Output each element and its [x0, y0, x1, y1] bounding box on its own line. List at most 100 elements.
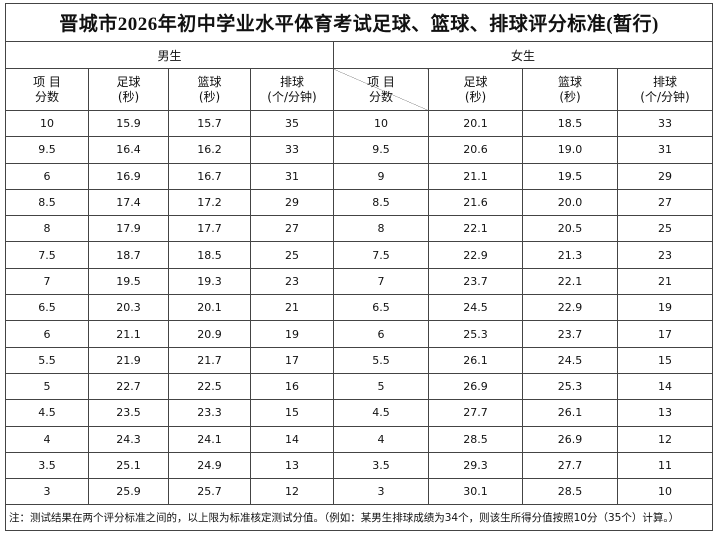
data-row: 7 19.5 19.3 23 7 23.7 22.1 21	[5, 267, 714, 296]
data-cell: 15	[250, 399, 334, 427]
data-cell: 25.3	[522, 372, 618, 401]
data-cell: 16.4	[88, 136, 169, 164]
data-cell: 24.9	[168, 451, 251, 480]
header-line: (个/分钟)	[640, 89, 690, 104]
header-line: (秒)	[198, 89, 221, 104]
column-header: 项 目分数	[5, 68, 89, 111]
data-cell: 31	[250, 162, 334, 190]
data-cell: 11	[616, 451, 714, 480]
header-line: 项 目	[33, 74, 61, 89]
data-cell: 23.3	[168, 399, 251, 427]
data-cell: 4	[5, 425, 89, 453]
data-cell: 21.7	[168, 346, 251, 374]
data-cell: 14	[616, 372, 714, 401]
data-cell: 29	[616, 162, 714, 190]
data-cell: 20.0	[522, 188, 618, 217]
data-row: 6.5 20.3 20.1 21 6.5 24.5 22.9 19	[5, 294, 714, 322]
column-header: 排球 (个/分钟)	[250, 68, 334, 111]
data-row: 3.5 25.1 24.9 13 3.5 29.3 27.7 11	[5, 451, 714, 480]
data-cell: 16.7	[168, 162, 251, 190]
data-cell: 23.5	[88, 399, 169, 427]
data-row: 10 15.9 15.7 35 10 20.1 18.5 33	[5, 109, 714, 138]
data-cell: 20.1	[428, 109, 523, 138]
data-cell: 4.5	[333, 399, 429, 427]
table-body: 晋城市2026年初中学业水平体育考试足球、篮球、排球评分标准(暂行) 男生 女生项…	[4, 3, 714, 532]
data-cell: 5	[5, 372, 89, 401]
data-cell: 12	[250, 478, 334, 506]
data-cell: 18.5	[522, 109, 618, 138]
data-cell: 9	[333, 162, 429, 190]
data-cell: 13	[616, 399, 714, 427]
data-row: 7.5 18.7 18.5 25 7.5 22.9 21.3 23	[5, 241, 714, 269]
data-cell: 28.5	[428, 425, 523, 453]
data-cell: 20.9	[168, 320, 251, 348]
data-cell: 19	[616, 294, 714, 322]
data-cell: 20.5	[522, 215, 618, 243]
data-cell: 10	[616, 478, 714, 506]
data-cell: 27	[250, 215, 334, 243]
header-line: 篮球	[197, 74, 222, 89]
data-cell: 9.5	[5, 136, 89, 164]
data-cell: 22.5	[168, 372, 251, 401]
data-cell: 26.9	[428, 372, 523, 401]
data-cell: 26.1	[428, 346, 523, 374]
data-cell: 23.7	[428, 267, 523, 296]
note: 注：测试结果在两个评分标准之间的，以上限为标准核定测试分值。（例如：某男生排球成…	[4, 504, 714, 532]
data-cell: 27.7	[428, 399, 523, 427]
data-cell: 21.1	[88, 320, 169, 348]
score-table: 晋城市2026年初中学业水平体育考试足球、篮球、排球评分标准(暂行) 男生 女生项…	[4, 3, 714, 532]
data-row: 4 24.3 24.1 14 4 28.5 26.9 12	[5, 425, 714, 453]
data-cell: 26.9	[522, 425, 618, 453]
data-cell: 19.5	[88, 267, 169, 296]
data-cell: 22.7	[88, 372, 169, 401]
header-line: 足球	[116, 74, 141, 89]
column-header: 足球 (秒)	[88, 68, 169, 111]
column-header: 篮球 (秒)	[168, 68, 251, 111]
data-cell: 21.6	[428, 188, 523, 217]
data-cell: 23	[250, 267, 334, 296]
data-cell: 3	[333, 478, 429, 506]
data-cell: 35	[250, 109, 334, 138]
data-cell: 18.7	[88, 241, 169, 269]
data-cell: 17.7	[168, 215, 251, 243]
column-header: 排球 (个/分钟)	[616, 68, 714, 111]
data-cell: 16.2	[168, 136, 251, 164]
data-cell: 5.5	[5, 346, 89, 374]
data-row: 5 22.7 22.5 16 5 26.9 25.3 14	[5, 372, 714, 401]
data-cell: 25	[616, 215, 714, 243]
header-line: 分数	[368, 89, 393, 104]
note-row: 注：测试结果在两个评分标准之间的，以上限为标准核定测试分值。（例如：某男生排球成…	[4, 504, 714, 532]
data-cell: 10	[5, 109, 89, 138]
data-cell: 3.5	[333, 451, 429, 480]
data-cell: 6.5	[333, 294, 429, 322]
data-cell: 23.7	[522, 320, 618, 348]
header-line: (秒)	[559, 89, 581, 104]
data-cell: 33	[250, 136, 334, 164]
data-cell: 14	[250, 425, 334, 453]
data-row: 4.5 23.5 23.3 15 4.5 27.7 26.1 13	[5, 399, 714, 427]
data-cell: 23	[616, 241, 714, 269]
data-cell: 7.5	[333, 241, 429, 269]
data-cell: 25.7	[168, 478, 251, 506]
data-cell: 18.5	[168, 241, 251, 269]
data-cell: 9.5	[333, 136, 429, 164]
data-cell: 25.1	[88, 451, 169, 480]
data-cell: 19.5	[522, 162, 618, 190]
header-line: (秒)	[117, 89, 140, 104]
data-cell: 12	[616, 425, 714, 453]
data-cell: 6	[333, 320, 429, 348]
data-cell: 25.9	[88, 478, 169, 506]
data-cell: 5.5	[333, 346, 429, 374]
data-cell: 6.5	[5, 294, 89, 322]
title-row: 晋城市2026年初中学业水平体育考试足球、篮球、排球评分标准(暂行)	[4, 3, 714, 42]
data-cell: 17	[616, 320, 714, 348]
data-cell: 21	[616, 267, 714, 296]
data-cell: 6	[5, 162, 89, 190]
data-cell: 7	[333, 267, 429, 296]
data-cell: 24.1	[168, 425, 251, 453]
data-cell: 21.9	[88, 346, 169, 374]
data-cell: 31	[616, 136, 714, 164]
column-header: 篮球 (秒)	[522, 68, 618, 111]
group-header: 女生	[332, 41, 714, 69]
